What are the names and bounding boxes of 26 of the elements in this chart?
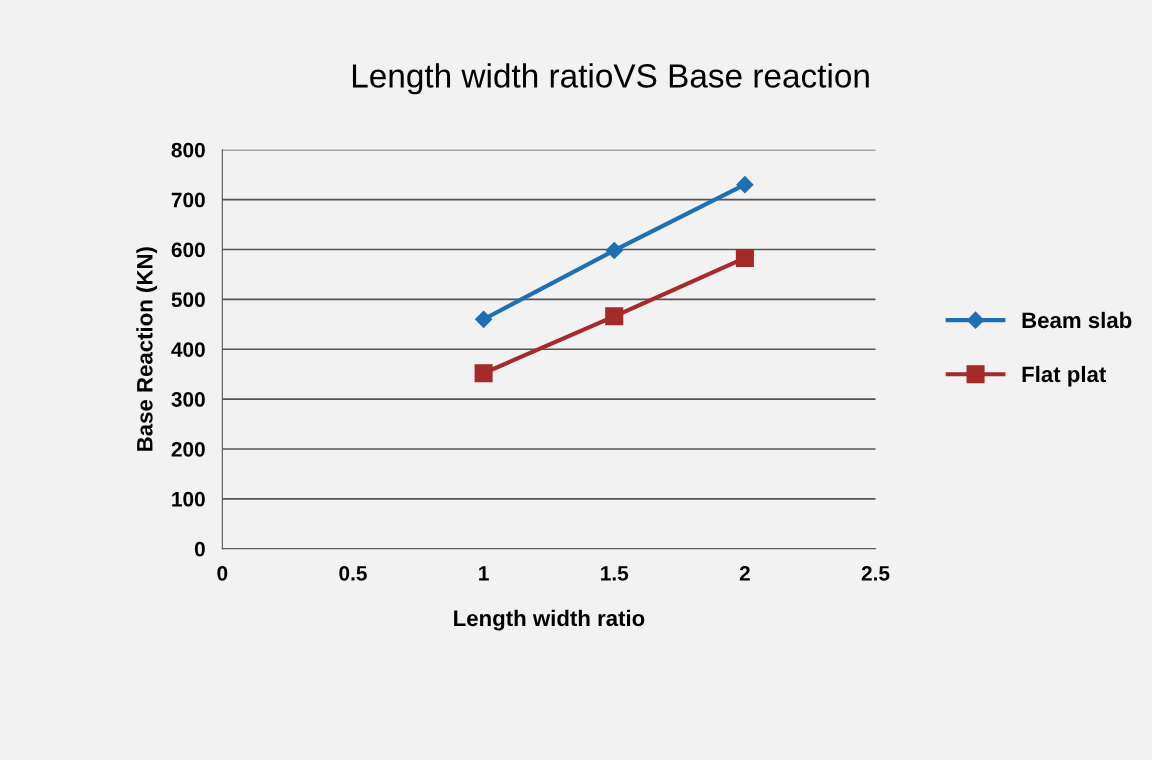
y-tick-label: 700 <box>171 192 205 208</box>
y-tick-label: 500 <box>171 292 205 308</box>
point <box>475 310 493 328</box>
legend-label: Flat plat <box>1022 365 1107 387</box>
point <box>735 248 754 267</box>
point <box>474 364 493 383</box>
point <box>605 241 623 260</box>
y-tick-label: 100 <box>172 491 205 507</box>
x-tick-label: 1.5 <box>601 566 629 581</box>
y-tick-label: 200 <box>171 441 205 457</box>
y-tick-label: 800 <box>171 142 205 158</box>
x-tick-label: 1 <box>479 566 489 581</box>
legend-label: Beam slab <box>1022 311 1132 329</box>
chart-title: Length width ratioVS Base reaction <box>352 63 869 95</box>
y-tick-label: 0 <box>194 541 205 557</box>
y-axis-title: Base Reaction (KN) <box>136 247 158 451</box>
point <box>605 307 624 326</box>
y-tick-label: 600 <box>171 242 205 258</box>
y-tick-label: 400 <box>171 342 205 357</box>
x-tick-label: 2 <box>739 565 750 581</box>
x-axis-title: Length width ratio <box>454 609 645 631</box>
y-tick-label: 300 <box>171 392 205 407</box>
x-tick-label: 2.5 <box>861 565 890 581</box>
x-tick-label: 0.5 <box>339 565 367 581</box>
x-tick-label: 0 <box>217 565 228 581</box>
point <box>736 176 754 194</box>
